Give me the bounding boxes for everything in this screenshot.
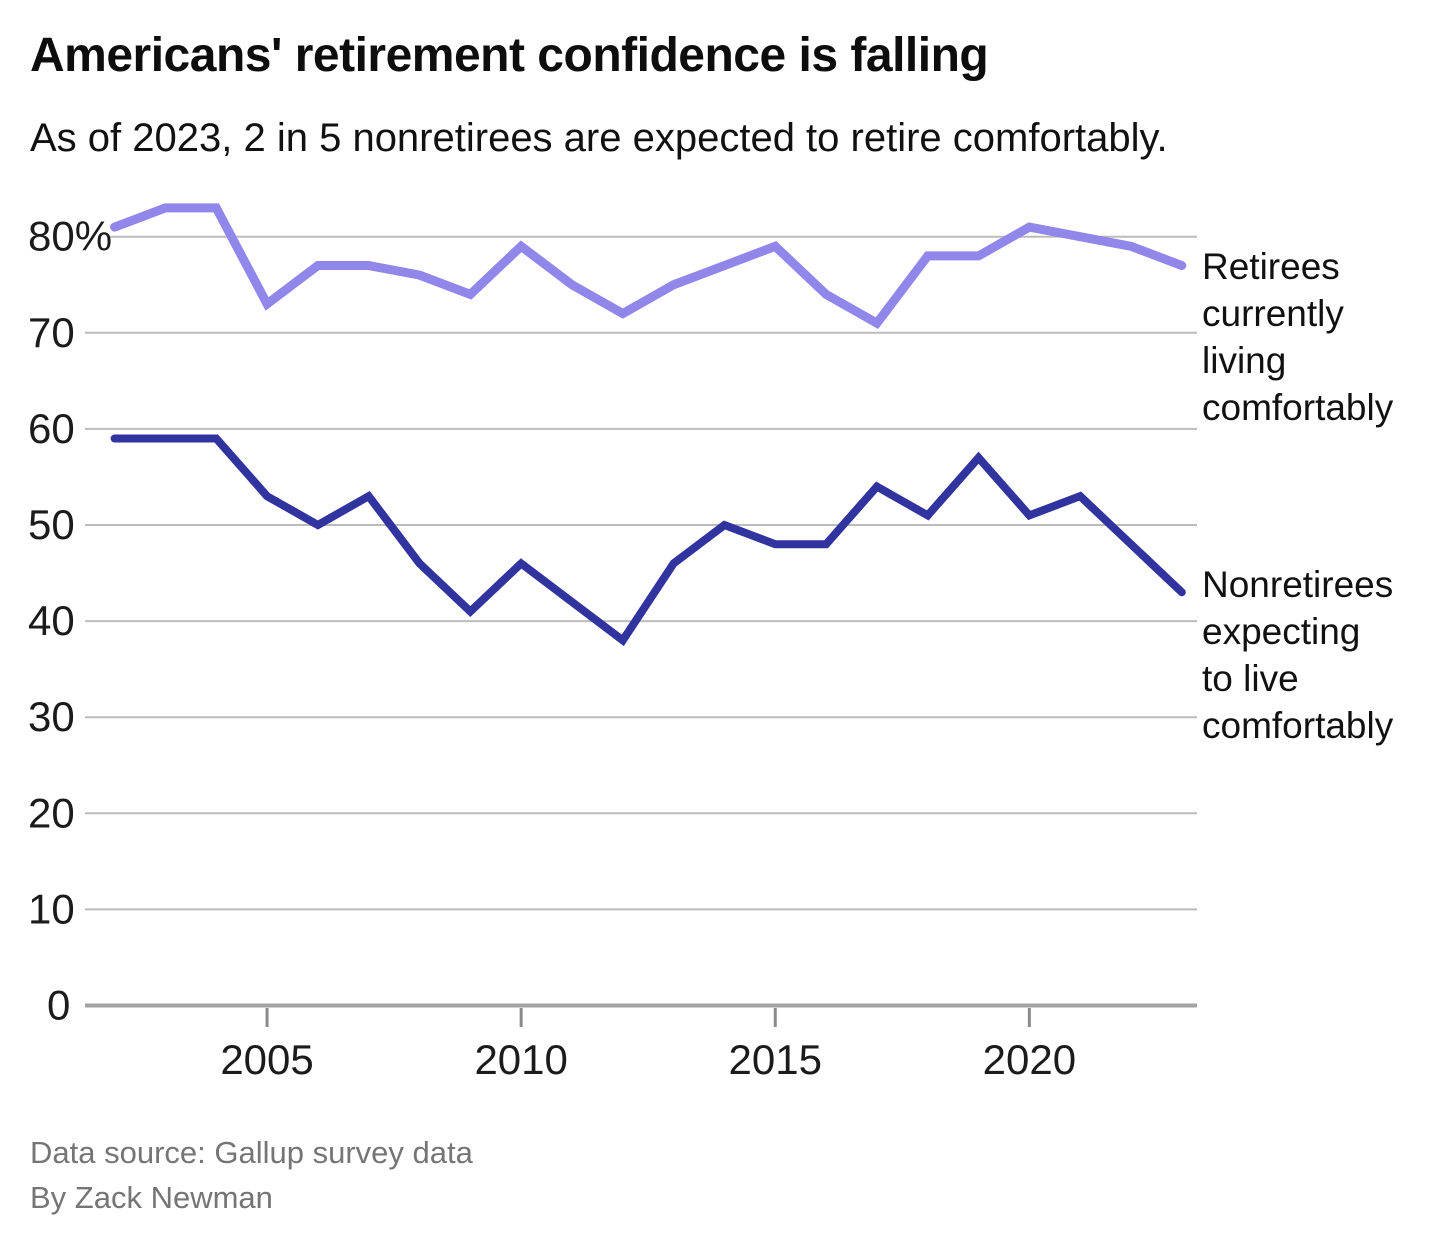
y-tick-label: 80% xyxy=(28,213,112,260)
y-tick-label: 10 xyxy=(28,885,75,932)
y-tick-label: 50 xyxy=(28,501,75,548)
series-label-line: Nonretirees xyxy=(1202,564,1394,605)
series-label-nonretirees: Nonretirees expecting to live comfortabl… xyxy=(1202,561,1440,749)
series-label-line: currently xyxy=(1202,293,1344,334)
data-source: Data source: Gallup survey data xyxy=(30,1135,473,1170)
series-label-line: to live xyxy=(1202,658,1299,699)
series-label-line: living xyxy=(1202,340,1287,381)
x-tick-label: 2005 xyxy=(220,1036,313,1083)
series-label-line: expecting xyxy=(1202,611,1361,652)
y-tick-label: 60 xyxy=(28,405,75,452)
y-tick-label: 20 xyxy=(28,789,75,836)
series-line-nonretirees xyxy=(110,434,1186,647)
y-tick-label: 0 xyxy=(47,982,70,1029)
x-tick-label: 2015 xyxy=(729,1036,822,1083)
series-label-line: comfortably xyxy=(1202,387,1394,428)
byline: By Zack Newman xyxy=(30,1180,273,1215)
x-tick-label: 2010 xyxy=(474,1036,567,1083)
y-tick-label: 40 xyxy=(28,597,75,644)
chart-footer: Data source: Gallup survey data By Zack … xyxy=(30,1130,473,1220)
y-tick-label: 30 xyxy=(28,693,75,740)
series-label-line: comfortably xyxy=(1202,705,1394,746)
chart-subtitle: As of 2023, 2 in 5 nonretirees are expec… xyxy=(30,116,1168,160)
page-title: Americans' retirement confidence is fall… xyxy=(30,29,989,82)
series-label-retirees: Retirees currently living comfortably xyxy=(1202,243,1440,431)
y-tick-label: 70 xyxy=(28,309,75,356)
series-label-line: Retirees xyxy=(1202,246,1340,287)
x-tick-label: 2020 xyxy=(983,1036,1076,1083)
series-line-retirees xyxy=(110,203,1187,330)
